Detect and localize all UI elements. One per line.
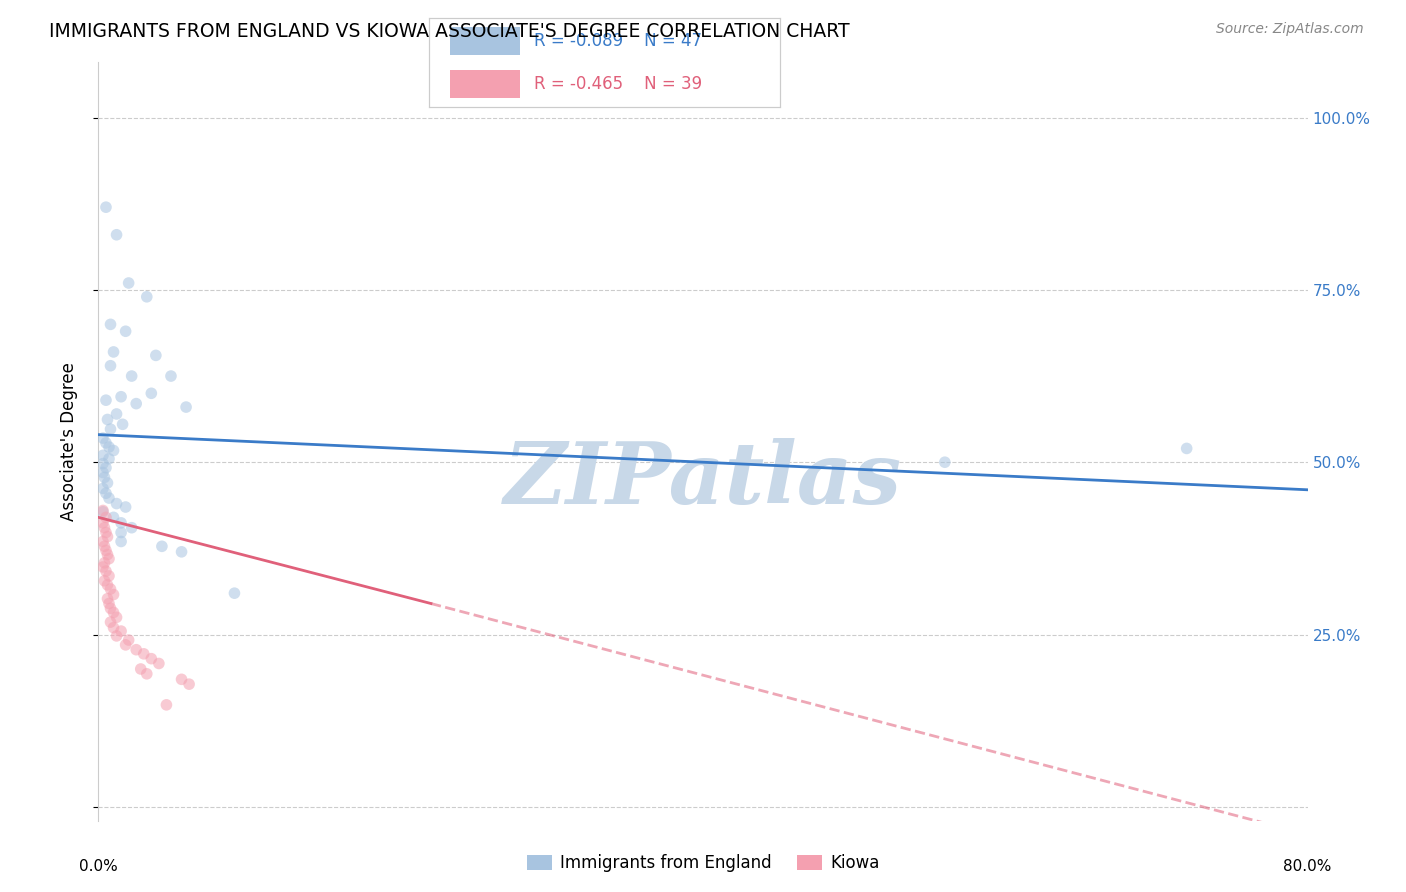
- Point: [100, 422, 122, 436]
- Point: [98, 569, 121, 583]
- Point: [93, 556, 115, 570]
- Point: [94, 510, 117, 524]
- Point: [93, 539, 115, 553]
- Point: [129, 662, 152, 676]
- Point: [100, 582, 122, 596]
- Point: [145, 348, 167, 362]
- Point: [96, 412, 118, 426]
- Text: IMMIGRANTS FROM ENGLAND VS KIOWA ASSOCIATE'S DEGREE CORRELATION CHART: IMMIGRANTS FROM ENGLAND VS KIOWA ASSOCIA…: [49, 22, 849, 41]
- Point: [118, 633, 141, 648]
- Point: [105, 407, 128, 421]
- Point: [103, 621, 125, 635]
- Point: [114, 638, 136, 652]
- Point: [94, 460, 117, 475]
- Point: [98, 597, 121, 611]
- Text: ZIPatlas: ZIPatlas: [503, 438, 903, 521]
- Point: [135, 290, 157, 304]
- Point: [100, 318, 122, 332]
- Point: [98, 491, 121, 505]
- Point: [121, 521, 143, 535]
- Point: [93, 470, 115, 484]
- Point: [96, 548, 118, 562]
- Point: [91, 503, 114, 517]
- Point: [96, 578, 118, 592]
- Text: 0.0%: 0.0%: [79, 858, 118, 873]
- Text: R = -0.465    N = 39: R = -0.465 N = 39: [534, 75, 703, 93]
- Point: [934, 455, 956, 469]
- Point: [91, 431, 114, 445]
- Y-axis label: Associate's Degree: Associate's Degree: [59, 362, 77, 521]
- Point: [103, 606, 125, 620]
- Point: [91, 505, 114, 519]
- Point: [141, 651, 163, 665]
- Point: [91, 534, 114, 549]
- Point: [105, 610, 128, 624]
- Point: [170, 545, 193, 559]
- Point: [91, 466, 114, 480]
- Point: [91, 560, 114, 574]
- Point: [98, 551, 121, 566]
- Point: [91, 457, 114, 471]
- Point: [150, 539, 173, 553]
- Point: [105, 629, 128, 643]
- Point: [100, 359, 122, 373]
- Point: [103, 588, 125, 602]
- Point: [103, 510, 125, 524]
- Point: [118, 276, 141, 290]
- Point: [170, 673, 193, 687]
- Point: [93, 521, 115, 535]
- Point: [91, 482, 114, 496]
- Point: [100, 601, 122, 615]
- Point: [96, 530, 118, 544]
- FancyBboxPatch shape: [450, 70, 520, 98]
- Point: [94, 525, 117, 540]
- Point: [94, 564, 117, 578]
- Point: [179, 677, 201, 691]
- Point: [94, 486, 117, 500]
- Point: [160, 369, 183, 384]
- Point: [114, 500, 136, 514]
- Point: [125, 642, 148, 657]
- Point: [110, 390, 132, 404]
- Point: [94, 393, 117, 408]
- Point: [110, 516, 132, 530]
- Point: [91, 448, 114, 462]
- Point: [114, 324, 136, 338]
- Point: [94, 200, 117, 214]
- Point: [224, 586, 246, 600]
- Point: [100, 615, 122, 629]
- Point: [110, 534, 132, 549]
- Point: [132, 647, 155, 661]
- Point: [110, 525, 132, 540]
- Point: [174, 400, 197, 414]
- Point: [98, 440, 121, 454]
- Point: [94, 436, 117, 450]
- Point: [141, 386, 163, 401]
- Point: [105, 497, 128, 511]
- Point: [98, 451, 121, 466]
- Point: [111, 417, 134, 432]
- Point: [105, 227, 128, 242]
- Point: [96, 591, 118, 606]
- Point: [110, 624, 132, 639]
- Point: [148, 657, 170, 671]
- Legend: Immigrants from England, Kiowa: Immigrants from England, Kiowa: [519, 846, 887, 880]
- Point: [125, 396, 148, 410]
- Point: [1175, 442, 1198, 456]
- Point: [135, 666, 157, 681]
- FancyBboxPatch shape: [450, 27, 520, 55]
- Text: 80.0%: 80.0%: [1284, 858, 1331, 873]
- Point: [96, 475, 118, 490]
- Point: [103, 345, 125, 359]
- Point: [155, 698, 177, 712]
- Point: [103, 443, 125, 458]
- Point: [93, 574, 115, 588]
- Point: [91, 516, 114, 530]
- Point: [121, 369, 143, 384]
- Text: Source: ZipAtlas.com: Source: ZipAtlas.com: [1216, 22, 1364, 37]
- Text: R = -0.089    N = 47: R = -0.089 N = 47: [534, 32, 702, 50]
- Point: [94, 543, 117, 558]
